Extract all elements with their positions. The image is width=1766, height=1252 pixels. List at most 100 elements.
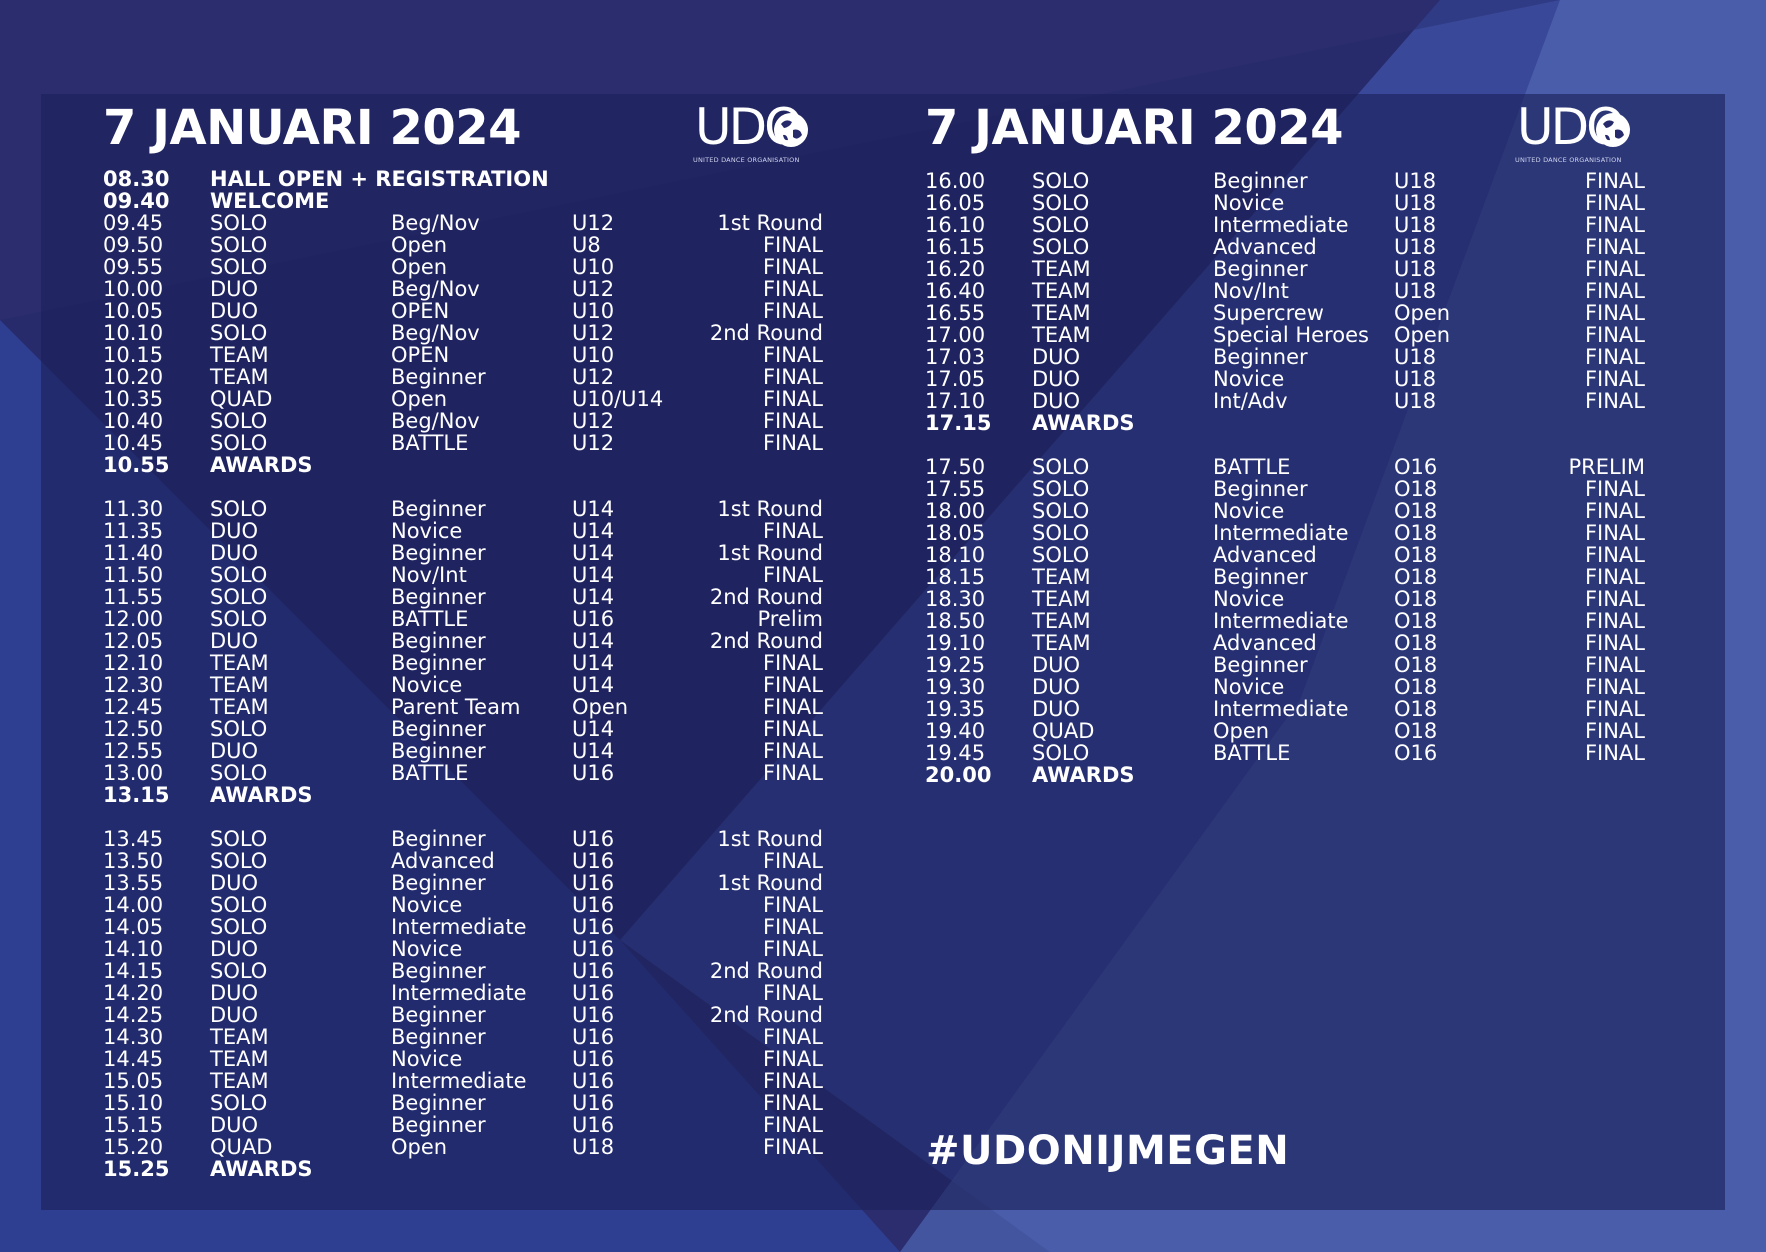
schedule-row: 09.50 SOLO Open U8 FINAL (103, 234, 823, 256)
schedule-row: 18.50 TEAM Intermediate O18 FINAL (925, 610, 1645, 632)
schedule-row: 15.10 SOLO Beginner U16 FINAL (103, 1092, 823, 1114)
schedule-row: 10.45 SOLO BATTLE U12 FINAL (103, 432, 823, 454)
globe-icon (1596, 113, 1630, 147)
round: FINAL (1584, 653, 1645, 677)
age-group: U16 (572, 1047, 615, 1071)
category: OPEN (391, 343, 450, 367)
schedule-row: 12.30 TEAM Novice U14 FINAL (103, 674, 823, 696)
category: Beginner (391, 1003, 486, 1027)
category: Beg/Nov (391, 409, 480, 433)
age-group: O18 (1394, 543, 1438, 567)
schedule-row: 13.55 DUO Beginner U16 1st Round (103, 872, 823, 894)
round: FINAL (762, 255, 823, 279)
discipline: DUO (1032, 653, 1081, 677)
category: Open (391, 255, 448, 279)
round: FINAL (762, 409, 823, 433)
time: 18.10 (925, 543, 986, 567)
category: Beginner (391, 365, 486, 389)
category: BATTLE (1213, 741, 1291, 765)
round: FINAL (762, 431, 823, 455)
time: 10.00 (103, 277, 164, 301)
discipline: SOLO (210, 717, 268, 741)
round: FINAL (762, 277, 823, 301)
time: 12.00 (103, 607, 164, 631)
schedule-row: 20.00 AWARDS (925, 764, 1645, 786)
discipline: AWARDS (210, 783, 313, 807)
age-group: U16 (572, 1025, 615, 1049)
schedule-row: 10.55 AWARDS (103, 454, 823, 476)
discipline: SOLO (210, 915, 268, 939)
discipline: SOLO (1032, 213, 1090, 237)
round: FINAL (1584, 279, 1645, 303)
time: 13.00 (103, 761, 164, 785)
schedule-row: 17.00 TEAM Special Heroes Open FINAL (925, 324, 1645, 346)
row-spacer (925, 434, 1645, 456)
schedule-row: 13.15 AWARDS (103, 784, 823, 806)
category: Beg/Nov (391, 277, 480, 301)
schedule-row: 11.35 DUO Novice U14 FINAL (103, 520, 823, 542)
schedule-row: 10.15 TEAM OPEN U10 FINAL (103, 344, 823, 366)
age-group: U18 (1394, 213, 1437, 237)
time: 10.45 (103, 431, 164, 455)
age-group: O18 (1394, 653, 1438, 677)
category: BATTLE (1213, 455, 1291, 479)
time: 11.50 (103, 563, 164, 587)
discipline: TEAM (1032, 631, 1091, 655)
round: FINAL (762, 1069, 823, 1093)
schedule-row: 14.00 SOLO Novice U16 FINAL (103, 894, 823, 916)
schedule-row: 16.10 SOLO Intermediate U18 FINAL (925, 214, 1645, 236)
schedule-row: 09.45 SOLO Beg/Nov U12 1st Round (103, 212, 823, 234)
discipline: DUO (1032, 345, 1081, 369)
udo-logo: UDO UNITED DANCE ORGANISATION (693, 102, 821, 168)
schedule-row: 16.15 SOLO Advanced U18 FINAL (925, 236, 1645, 258)
category: Beginner (1213, 653, 1308, 677)
category: Special Heroes (1213, 323, 1369, 347)
schedule-row: 10.10 SOLO Beg/Nov U12 2nd Round (103, 322, 823, 344)
round: FINAL (762, 343, 823, 367)
time: 14.20 (103, 981, 164, 1005)
time: 12.50 (103, 717, 164, 741)
age-group: U12 (572, 365, 615, 389)
round: FINAL (1584, 697, 1645, 721)
discipline: DUO (210, 739, 259, 763)
round: FINAL (762, 563, 823, 587)
category: Beg/Nov (391, 321, 480, 345)
schedule-row: 17.55 SOLO Beginner O18 FINAL (925, 478, 1645, 500)
schedule-row: 19.35 DUO Intermediate O18 FINAL (925, 698, 1645, 720)
discipline: AWARDS (1032, 411, 1135, 435)
time: 20.00 (925, 763, 992, 787)
schedule-row: 17.03 DUO Beginner U18 FINAL (925, 346, 1645, 368)
schedule-row: 14.20 DUO Intermediate U16 FINAL (103, 982, 823, 1004)
round: FINAL (762, 849, 823, 873)
schedule-row: 14.45 TEAM Novice U16 FINAL (103, 1048, 823, 1070)
time: 15.10 (103, 1091, 164, 1115)
round: FINAL (1584, 169, 1645, 193)
age-group: U18 (1394, 389, 1437, 413)
category: Novice (391, 673, 463, 697)
schedule-list-right: 16.00 SOLO Beginner U18 FINAL 16.05 SOLO Novice… (925, 170, 1645, 786)
discipline: DUO (1032, 697, 1081, 721)
time: 16.55 (925, 301, 986, 325)
time: 14.25 (103, 1003, 164, 1027)
time: 18.50 (925, 609, 986, 633)
category: Beginner (391, 629, 486, 653)
schedule-row: 10.05 DUO OPEN U10 FINAL (103, 300, 823, 322)
discipline: TEAM (210, 1047, 269, 1071)
age-group: U16 (572, 849, 615, 873)
discipline: TEAM (1032, 301, 1091, 325)
discipline: TEAM (210, 695, 269, 719)
discipline: TEAM (210, 673, 269, 697)
category: Intermediate (1213, 697, 1349, 721)
category: Beginner (391, 541, 486, 565)
discipline: TEAM (210, 365, 269, 389)
category: Nov/Int (1213, 279, 1289, 303)
age-group: U14 (572, 563, 615, 587)
category: Beginner (1213, 477, 1308, 501)
discipline: SOLO (210, 431, 268, 455)
age-group: U16 (572, 827, 615, 851)
discipline: DUO (210, 937, 259, 961)
category: Novice (391, 937, 463, 961)
time: 15.20 (103, 1135, 164, 1159)
schedule-row: 18.15 TEAM Beginner O18 FINAL (925, 566, 1645, 588)
round: 2nd Round (709, 959, 823, 983)
